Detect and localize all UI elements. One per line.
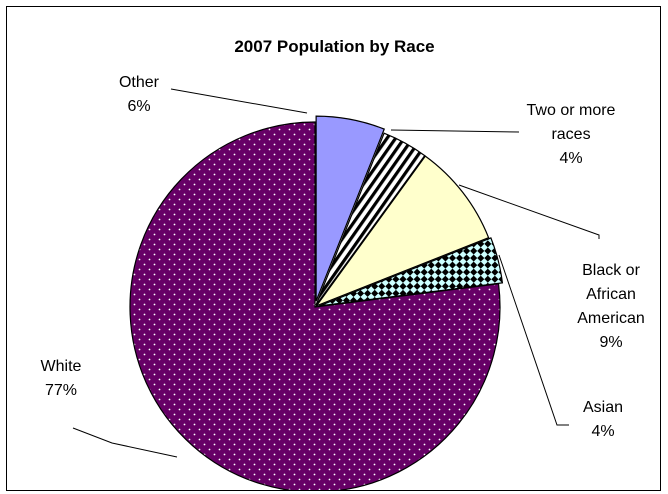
pie-slice-asian <box>318 237 504 307</box>
pie-slice-other <box>315 115 386 302</box>
slice-label-other: Other 6% <box>119 74 160 115</box>
pie-slice-two-or-more-races <box>315 132 426 306</box>
pie-slice-black-or-african-american <box>314 155 490 308</box>
leader-line-other <box>170 88 308 114</box>
slice-label-asian: Asian 4% <box>583 399 623 440</box>
pie-chart: Other 6% Two or more races 4% Black or African… <box>41 74 645 490</box>
leader-line-black-or-african-american <box>458 184 600 239</box>
slice-label-white: White 77% <box>41 358 82 399</box>
chart-title: 2007 Population by Race <box>234 37 435 56</box>
pie-slice-white <box>129 121 501 490</box>
slice-label-two-or-more-races: Two or more races 4% <box>527 102 616 167</box>
leader-line-white <box>72 427 178 458</box>
leader-line-two-or-more-races <box>390 129 520 133</box>
slice-label-black-or-african-american: Black or African American 9% <box>577 262 645 351</box>
chart-area: 2007 Population by Race Other 6% Two or mo… <box>6 6 661 491</box>
leader-line-asian <box>498 254 569 426</box>
